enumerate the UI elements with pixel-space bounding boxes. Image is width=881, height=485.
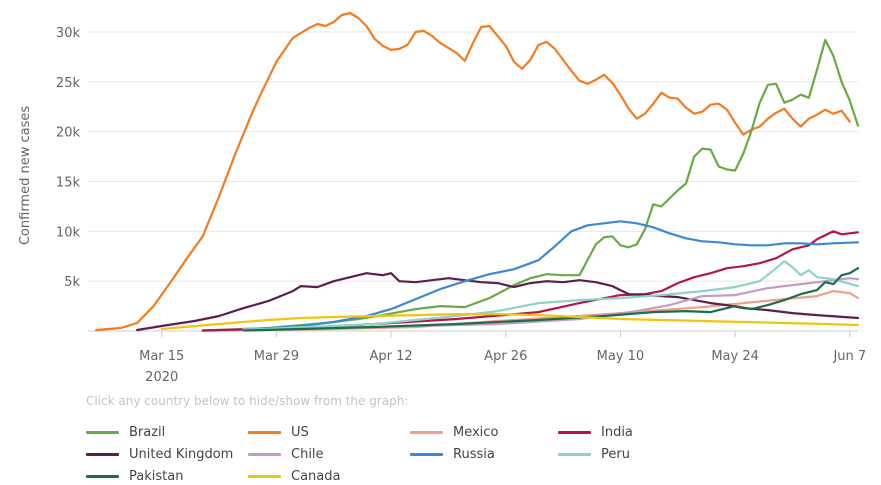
legend-item-india[interactable]: India	[558, 423, 633, 441]
y-tick-label: 10k	[56, 225, 81, 240]
legend-item-pakistan[interactable]: Pakistan	[86, 467, 183, 485]
legend-item-united-kingdom[interactable]: United Kingdom	[86, 445, 233, 463]
x-tick-label: Apr 26	[484, 349, 527, 364]
series-line-united-kingdom	[136, 272, 860, 332]
legend-label: Canada	[291, 468, 341, 484]
legend-swatch	[86, 452, 119, 456]
legend-item-chile[interactable]: Chile	[248, 445, 324, 463]
legend-swatch	[410, 430, 443, 434]
line-chart: 5k 10k 15k 20k 25k 30k Mar 15 2020 Mar 29 Apr 12 A…	[18, 11, 866, 385]
legend-swatch	[410, 452, 443, 456]
legend-label: Peru	[601, 446, 630, 462]
legend-hint: Click any country below to hide/show fro…	[86, 394, 409, 408]
series-line-us	[95, 11, 851, 332]
legend-swatch	[86, 474, 119, 478]
chart: 5k 10k 15k 20k 25k 30k Mar 15 2020 Mar 29 Apr 12 A…	[18, 11, 866, 385]
legend-swatch	[248, 430, 281, 434]
x-tick-label: May 24	[711, 349, 759, 364]
x-tick-label: Jun 7	[832, 349, 866, 364]
x-tick-label: Mar 15	[139, 349, 184, 364]
series-line-peru	[242, 260, 860, 332]
y-axis-title: Confirmed new cases	[18, 106, 33, 246]
legend-label: Russia	[453, 446, 495, 462]
legend-item-mexico[interactable]: Mexico	[410, 423, 498, 441]
legend-item-russia[interactable]: Russia	[410, 445, 495, 463]
series-line-brazil	[201, 38, 860, 332]
y-tick-label: 15k	[56, 175, 81, 190]
y-tick-label: 20k	[56, 126, 81, 141]
series-line-russia	[242, 220, 860, 332]
y-tick-label: 30k	[56, 26, 81, 41]
y-tick-label: 5k	[64, 275, 80, 290]
legend-item-us[interactable]: US	[248, 423, 309, 441]
x-tick-label: May 10	[597, 349, 645, 364]
y-tick-label: 25k	[56, 76, 81, 91]
legend-label: Brazil	[129, 424, 166, 440]
legend-label: United Kingdom	[129, 446, 234, 462]
x-tick-sublabel: 2020	[145, 370, 178, 385]
legend-swatch	[558, 430, 591, 434]
legend-item-brazil[interactable]: Brazil	[86, 423, 165, 441]
legend-label: US	[291, 424, 309, 440]
legend-swatch	[558, 452, 591, 456]
legend-label: India	[601, 424, 633, 440]
x-tick-label: Apr 12	[369, 349, 412, 364]
series-line-pakistan	[242, 267, 860, 332]
legend-label: Mexico	[453, 424, 499, 440]
legend-label: Pakistan	[129, 468, 184, 484]
legend-label: Chile	[291, 446, 324, 462]
legend-swatch	[248, 452, 281, 456]
legend-swatch	[248, 474, 281, 478]
x-tick-label: Mar 29	[254, 349, 299, 364]
series-line-canada	[160, 313, 860, 331]
legend-swatch	[86, 430, 119, 434]
legend-item-peru[interactable]: Peru	[558, 445, 630, 463]
legend-item-canada[interactable]: Canada	[248, 467, 340, 485]
